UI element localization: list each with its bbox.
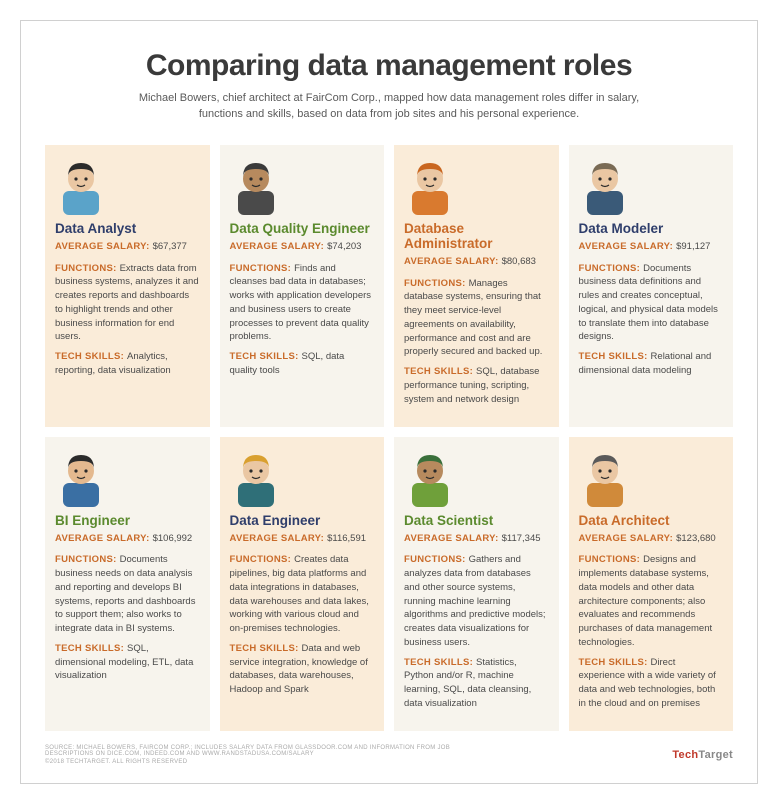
salary-value: $74,203 — [327, 241, 361, 252]
functions-text: Documents business needs on data analysi… — [55, 554, 195, 634]
skills-row: TECH SKILLS:Statistics, Python and/or R,… — [404, 656, 549, 711]
salary-row: AVERAGE SALARY:$116,591 — [230, 532, 375, 546]
avatar-icon — [579, 447, 631, 507]
role-name: Data Analyst — [55, 221, 200, 236]
skills-row: TECH SKILLS:Direct experience with a wid… — [579, 656, 724, 711]
salary-row: AVERAGE SALARY:$123,680 — [579, 532, 724, 546]
role-card: Data Modeler AVERAGE SALARY:$91,127 FUNC… — [569, 145, 734, 427]
skills-label: TECH SKILLS: — [404, 657, 473, 668]
functions-label: FUNCTIONS: — [404, 554, 466, 565]
functions-label: FUNCTIONS: — [404, 278, 466, 289]
salary-row: AVERAGE SALARY:$67,377 — [55, 240, 200, 254]
salary-label: AVERAGE SALARY: — [404, 256, 499, 267]
role-card: Data Scientist AVERAGE SALARY:$117,345 F… — [394, 437, 559, 731]
skills-label: TECH SKILLS: — [404, 366, 473, 377]
salary-row: AVERAGE SALARY:$74,203 — [230, 240, 375, 254]
footer: SOURCE: MICHAEL BOWERS, FAIRCOM CORP.; I… — [45, 745, 733, 765]
functions-label: FUNCTIONS: — [55, 554, 117, 565]
role-card: Data Architect AVERAGE SALARY:$123,680 F… — [569, 437, 734, 731]
brand-a: Tech — [672, 749, 698, 761]
functions-label: FUNCTIONS: — [55, 263, 117, 274]
functions-label: FUNCTIONS: — [579, 263, 641, 274]
functions-row: FUNCTIONS:Documents business needs on da… — [55, 553, 200, 636]
role-card: Database Administrator AVERAGE SALARY:$8… — [394, 145, 559, 427]
salary-value: $67,377 — [153, 241, 187, 252]
functions-row: FUNCTIONS:Finds and cleanses bad data in… — [230, 262, 375, 345]
skills-row: TECH SKILLS:Data and web service integra… — [230, 642, 375, 697]
skills-row: TECH SKILLS:Relational and dimensional d… — [579, 350, 724, 378]
functions-text: Documents business data definitions and … — [579, 263, 718, 343]
salary-value: $123,680 — [676, 533, 716, 544]
role-name: BI Engineer — [55, 513, 200, 528]
role-card: Data Analyst AVERAGE SALARY:$67,377 FUNC… — [45, 145, 210, 427]
brand-b: Target — [698, 749, 733, 761]
avatar-icon — [579, 155, 631, 215]
avatar-icon — [230, 447, 282, 507]
skills-row: TECH SKILLS:SQL, database performance tu… — [404, 365, 549, 406]
salary-value: $106,992 — [153, 533, 193, 544]
functions-text: Manages database systems, ensuring that … — [404, 278, 542, 358]
salary-label: AVERAGE SALARY: — [579, 241, 674, 252]
avatar-icon — [404, 155, 456, 215]
functions-row: FUNCTIONS:Gathers and analyzes data from… — [404, 553, 549, 649]
salary-label: AVERAGE SALARY: — [55, 533, 150, 544]
functions-row: FUNCTIONS:Designs and implements databas… — [579, 553, 724, 649]
skills-row: TECH SKILLS:Analytics, reporting, data v… — [55, 350, 200, 378]
salary-label: AVERAGE SALARY: — [579, 533, 674, 544]
page-title: Comparing data management roles — [45, 49, 733, 83]
role-name: Data Engineer — [230, 513, 375, 528]
skills-label: TECH SKILLS: — [230, 351, 299, 362]
functions-row: FUNCTIONS:Extracts data from business sy… — [55, 262, 200, 345]
avatar-icon — [55, 155, 107, 215]
salary-label: AVERAGE SALARY: — [404, 533, 499, 544]
role-name: Data Architect — [579, 513, 724, 528]
functions-text: Creates data pipelines, big data platfor… — [230, 554, 369, 634]
skills-label: TECH SKILLS: — [230, 643, 299, 654]
salary-row: AVERAGE SALARY:$106,992 — [55, 532, 200, 546]
functions-text: Designs and implements database systems,… — [579, 554, 713, 648]
skills-label: TECH SKILLS: — [55, 643, 124, 654]
role-card: BI Engineer AVERAGE SALARY:$106,992 FUNC… — [45, 437, 210, 731]
skills-row: TECH SKILLS:SQL, dimensional modeling, E… — [55, 642, 200, 683]
skills-label: TECH SKILLS: — [579, 351, 648, 362]
avatar-icon — [230, 155, 282, 215]
salary-row: AVERAGE SALARY:$91,127 — [579, 240, 724, 254]
functions-label: FUNCTIONS: — [230, 263, 292, 274]
salary-value: $116,591 — [327, 533, 366, 544]
functions-row: FUNCTIONS:Creates data pipelines, big da… — [230, 553, 375, 636]
salary-value: $80,683 — [502, 256, 536, 267]
salary-label: AVERAGE SALARY: — [230, 241, 325, 252]
source-line: SOURCE: MICHAEL BOWERS, FAIRCOM CORP.; I… — [45, 745, 485, 757]
skills-label: TECH SKILLS: — [55, 351, 124, 362]
salary-row: AVERAGE SALARY:$117,345 — [404, 532, 549, 546]
salary-label: AVERAGE SALARY: — [55, 241, 150, 252]
page-subtitle: Michael Bowers, chief architect at FairC… — [129, 91, 649, 123]
avatar-icon — [55, 447, 107, 507]
role-name: Data Quality Engineer — [230, 221, 375, 236]
functions-row: FUNCTIONS:Manages database systems, ensu… — [404, 277, 549, 360]
salary-value: $91,127 — [676, 241, 710, 252]
role-name: Data Modeler — [579, 221, 724, 236]
functions-label: FUNCTIONS: — [579, 554, 641, 565]
functions-label: FUNCTIONS: — [230, 554, 292, 565]
functions-row: FUNCTIONS:Documents business data defini… — [579, 262, 724, 345]
salary-label: AVERAGE SALARY: — [230, 533, 325, 544]
skills-label: TECH SKILLS: — [579, 657, 648, 668]
functions-text: Extracts data from business systems, ana… — [55, 263, 199, 343]
salary-value: $117,345 — [502, 533, 541, 544]
role-name: Data Scientist — [404, 513, 549, 528]
brand-logo: TechTarget — [672, 749, 733, 761]
role-card: Data Engineer AVERAGE SALARY:$116,591 FU… — [220, 437, 385, 731]
role-card: Data Quality Engineer AVERAGE SALARY:$74… — [220, 145, 385, 427]
functions-text: Gathers and analyzes data from databases… — [404, 554, 546, 648]
skills-row: TECH SKILLS:SQL, data quality tools — [230, 350, 375, 378]
avatar-icon — [404, 447, 456, 507]
role-name: Database Administrator — [404, 221, 549, 251]
salary-row: AVERAGE SALARY:$80,683 — [404, 255, 549, 269]
functions-text: Finds and cleanses bad data in databases… — [230, 263, 372, 343]
roles-grid: Data Analyst AVERAGE SALARY:$67,377 FUNC… — [45, 145, 733, 731]
infographic-page: Comparing data management roles Michael … — [20, 20, 758, 784]
